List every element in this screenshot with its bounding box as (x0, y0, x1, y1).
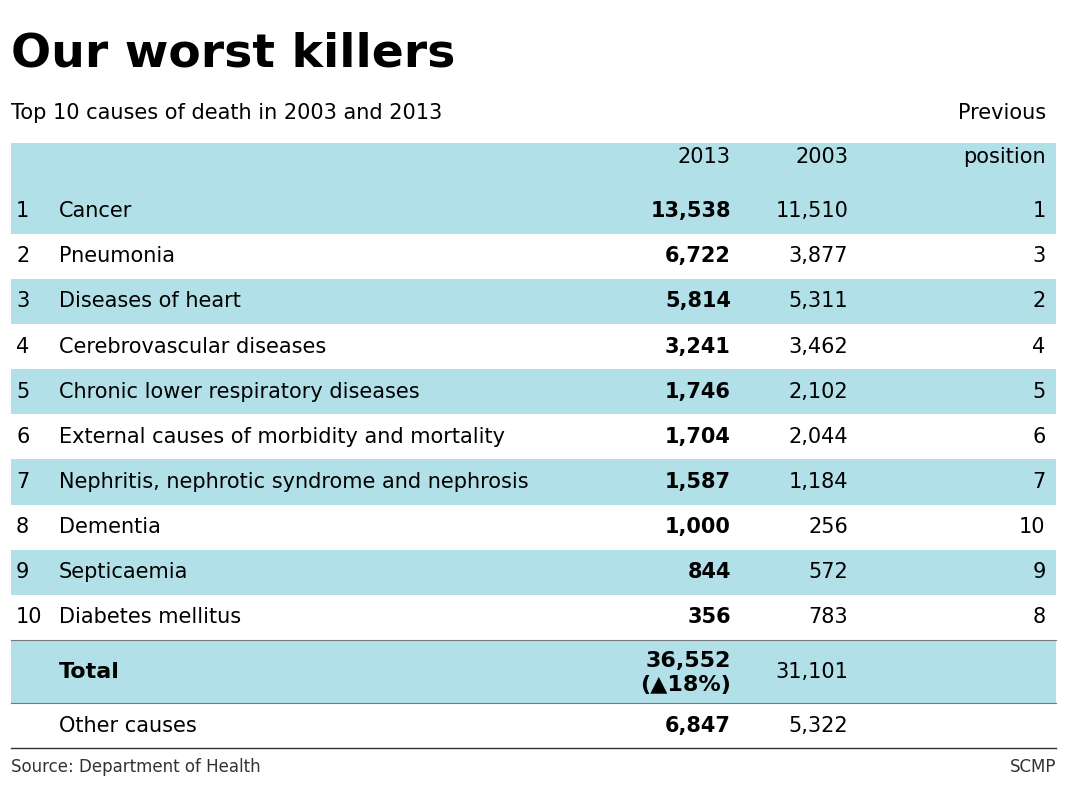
FancyBboxPatch shape (11, 369, 1056, 414)
Text: 31,101: 31,101 (776, 661, 848, 682)
Text: 7: 7 (16, 472, 29, 492)
Text: 5,311: 5,311 (789, 291, 848, 311)
Text: 2,102: 2,102 (789, 382, 848, 402)
Text: 9: 9 (1032, 562, 1046, 582)
Text: Other causes: Other causes (59, 716, 196, 736)
Text: 3,462: 3,462 (789, 337, 848, 356)
Text: 783: 783 (809, 607, 848, 627)
Text: (▲18%): (▲18%) (640, 675, 731, 695)
Text: Nephritis, nephrotic syndrome and nephrosis: Nephritis, nephrotic syndrome and nephro… (59, 472, 528, 492)
Text: 4: 4 (16, 337, 29, 356)
Text: Septicaemia: Septicaemia (59, 562, 188, 582)
Text: 5,814: 5,814 (665, 291, 731, 311)
Text: Cancer: Cancer (59, 201, 132, 221)
Text: 10: 10 (16, 607, 43, 627)
Text: 572: 572 (809, 562, 848, 582)
Text: Dementia: Dementia (59, 517, 160, 537)
Text: 6: 6 (16, 427, 30, 447)
Text: 1,000: 1,000 (665, 517, 731, 537)
Text: Total: Total (59, 661, 120, 682)
Text: 3: 3 (16, 291, 29, 311)
Text: 3: 3 (1033, 246, 1046, 266)
Text: 6: 6 (1032, 427, 1046, 447)
FancyBboxPatch shape (11, 640, 1056, 703)
Text: 1: 1 (1033, 201, 1046, 221)
Text: 2,044: 2,044 (789, 427, 848, 447)
Text: 2013: 2013 (678, 147, 731, 167)
Text: 5,322: 5,322 (789, 716, 848, 736)
Text: Chronic lower respiratory diseases: Chronic lower respiratory diseases (59, 382, 419, 402)
Text: Source: Department of Health: Source: Department of Health (11, 758, 260, 776)
Text: 3,241: 3,241 (665, 337, 731, 356)
Text: 2003: 2003 (795, 147, 848, 167)
Text: position: position (964, 147, 1046, 167)
Text: 5: 5 (1033, 382, 1046, 402)
Text: 6,847: 6,847 (665, 716, 731, 736)
Text: 256: 256 (809, 517, 848, 537)
Text: 13,538: 13,538 (651, 201, 731, 221)
FancyBboxPatch shape (11, 188, 1056, 234)
Text: 4: 4 (1033, 337, 1046, 356)
FancyBboxPatch shape (11, 143, 1056, 188)
Text: 2: 2 (1033, 291, 1046, 311)
FancyBboxPatch shape (11, 550, 1056, 595)
Text: Diabetes mellitus: Diabetes mellitus (59, 607, 241, 627)
Text: 3,877: 3,877 (789, 246, 848, 266)
Text: 10: 10 (1019, 517, 1046, 537)
Text: Top 10 causes of death in 2003 and 2013: Top 10 causes of death in 2003 and 2013 (11, 103, 442, 123)
Text: Pneumonia: Pneumonia (59, 246, 175, 266)
Text: 8: 8 (16, 517, 29, 537)
Text: 1,704: 1,704 (665, 427, 731, 447)
Text: 2: 2 (16, 246, 29, 266)
FancyBboxPatch shape (11, 459, 1056, 505)
Text: 6,722: 6,722 (665, 246, 731, 266)
Text: External causes of morbidity and mortality: External causes of morbidity and mortali… (59, 427, 505, 447)
Text: 36,552: 36,552 (646, 651, 731, 672)
Text: 8: 8 (1033, 607, 1046, 627)
Text: 1,587: 1,587 (665, 472, 731, 492)
Text: Diseases of heart: Diseases of heart (59, 291, 240, 311)
Text: 844: 844 (687, 562, 731, 582)
Text: Our worst killers: Our worst killers (11, 32, 455, 77)
Text: Previous: Previous (957, 103, 1046, 123)
FancyBboxPatch shape (11, 279, 1056, 324)
Text: SCMP: SCMP (1009, 758, 1056, 776)
Text: 5: 5 (16, 382, 29, 402)
Text: 356: 356 (687, 607, 731, 627)
Text: 1,746: 1,746 (665, 382, 731, 402)
Text: 7: 7 (1033, 472, 1046, 492)
Text: 9: 9 (16, 562, 30, 582)
Text: 11,510: 11,510 (776, 201, 848, 221)
Text: 1: 1 (16, 201, 29, 221)
Text: Cerebrovascular diseases: Cerebrovascular diseases (59, 337, 325, 356)
Text: 1,184: 1,184 (789, 472, 848, 492)
